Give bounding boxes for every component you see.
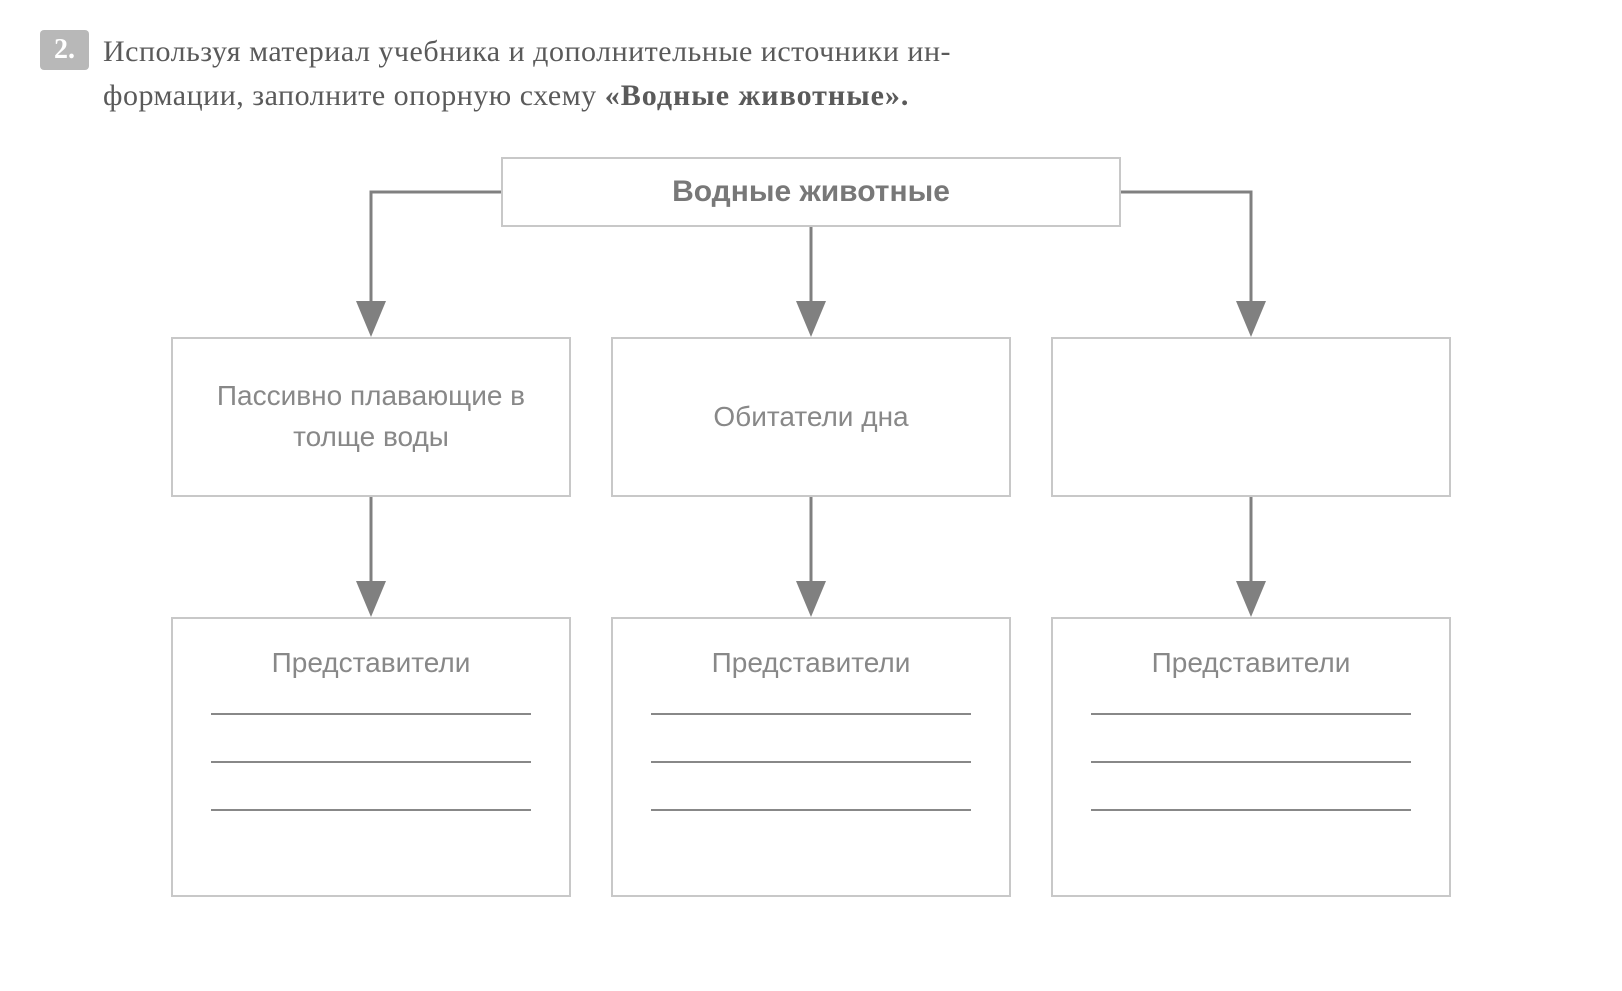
question-text: Используя материал учебника и дополнител… (103, 30, 951, 117)
blank-line[interactable] (211, 761, 531, 763)
blank-line[interactable] (651, 713, 971, 715)
diagram-container: Водные животные Пассивно плавающие в тол… (171, 147, 1451, 927)
question-line-2: формации, заполните опорную схему (103, 79, 605, 112)
category-label-1: Пассивно плавающие в толще воды (183, 376, 559, 457)
representatives-title-2: Представители (712, 647, 911, 679)
category-label-2: Обитатели дна (713, 397, 908, 438)
root-box: Водные животные (501, 157, 1121, 227)
blank-line[interactable] (1091, 713, 1411, 715)
blank-line[interactable] (651, 809, 971, 811)
question-number-badge: 2. (40, 30, 89, 70)
blank-line[interactable] (211, 809, 531, 811)
representatives-box-2: Представители (611, 617, 1011, 897)
question-emphasis: «Водные животные». (605, 79, 910, 112)
root-label: Водные животные (672, 175, 950, 209)
category-box-3[interactable] (1051, 337, 1451, 497)
representatives-box-1: Представители (171, 617, 571, 897)
category-box-2: Обитатели дна (611, 337, 1011, 497)
question-header: 2. Используя материал учебника и дополни… (40, 30, 1582, 117)
blank-line[interactable] (211, 713, 531, 715)
representatives-title-1: Представители (272, 647, 471, 679)
category-box-1: Пассивно плавающие в толще воды (171, 337, 571, 497)
representatives-box-3: Представители (1051, 617, 1451, 897)
blank-line[interactable] (1091, 761, 1411, 763)
question-line-1: Используя материал учебника и дополнител… (103, 35, 951, 68)
blank-line[interactable] (651, 761, 971, 763)
representatives-title-3: Представители (1152, 647, 1351, 679)
blank-line[interactable] (1091, 809, 1411, 811)
